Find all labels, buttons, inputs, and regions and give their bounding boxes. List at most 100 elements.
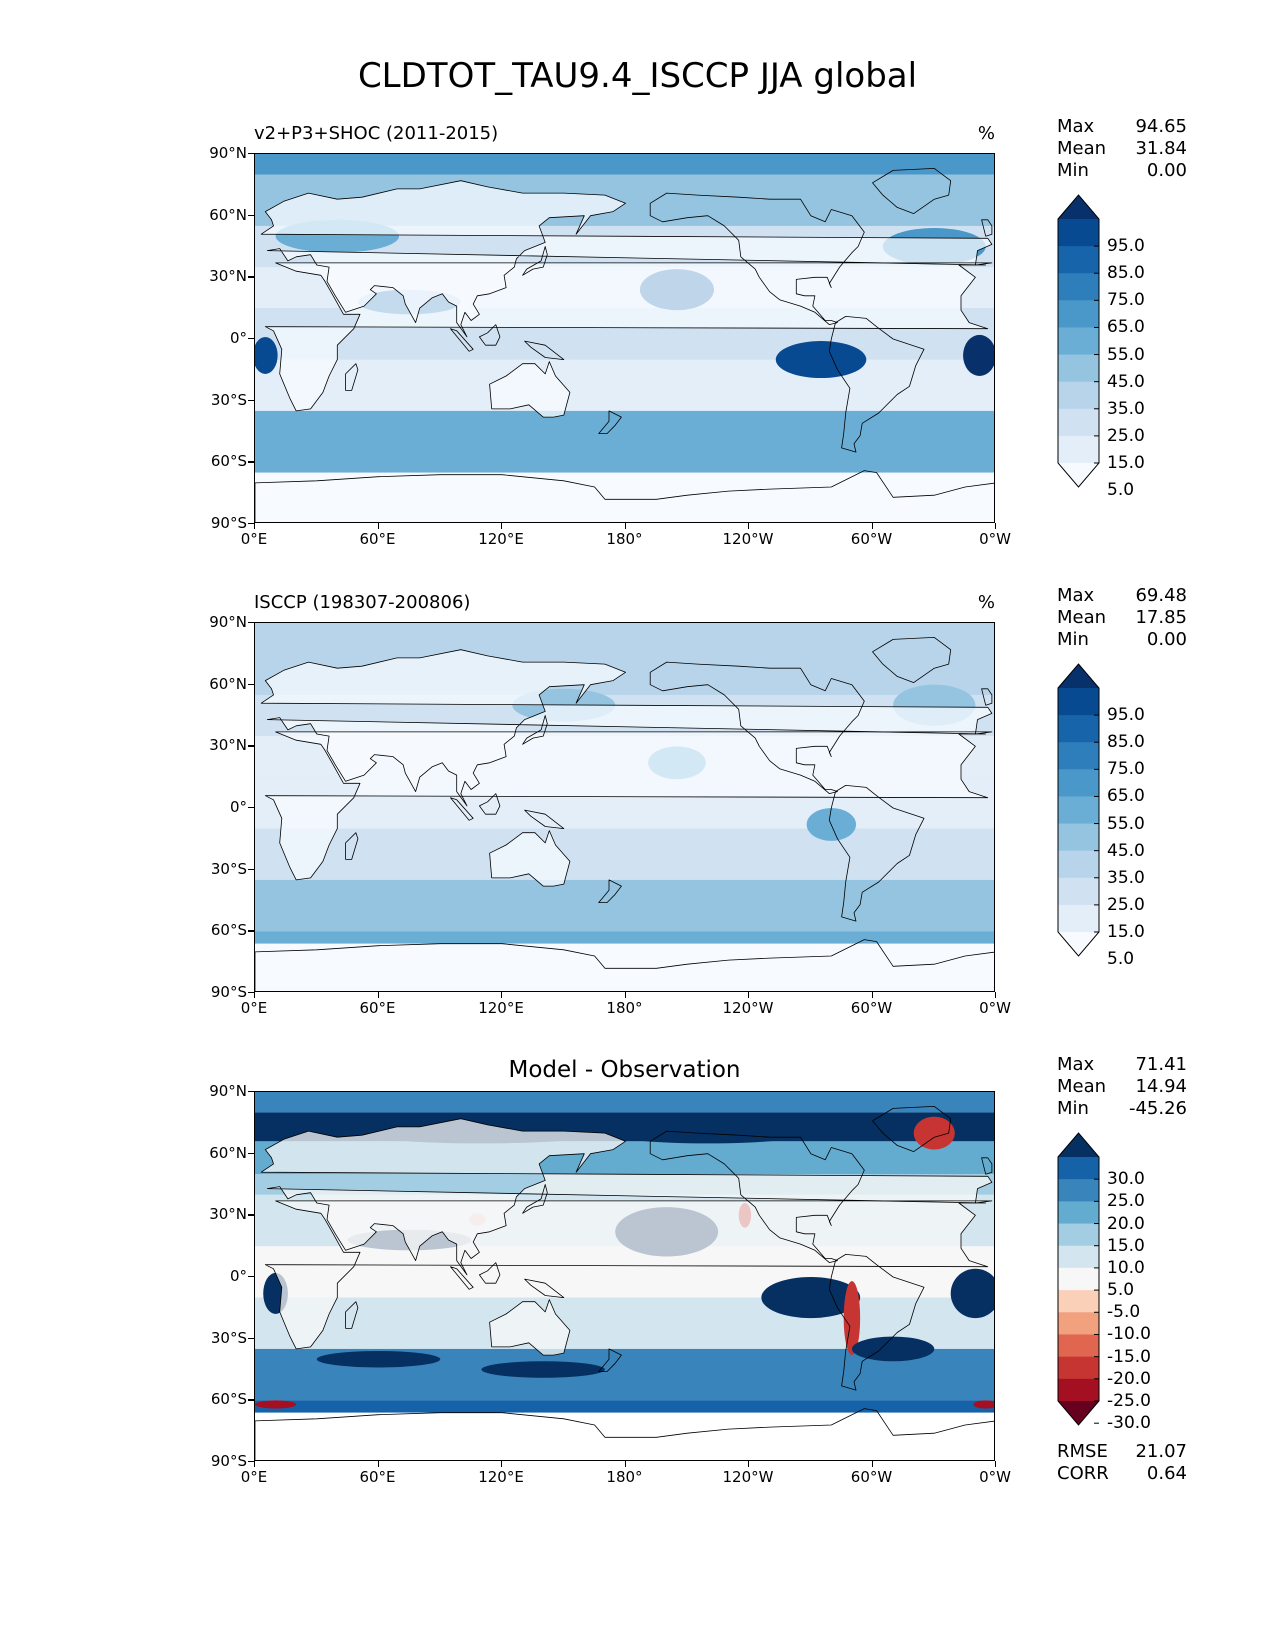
lon-tick-mark: [748, 992, 750, 998]
latitude-band: [255, 472, 994, 522]
latitude-band: [255, 1400, 994, 1413]
colorbar-segment: [1058, 381, 1099, 410]
latitude-band: [255, 623, 994, 644]
lat-tick-label: 0°: [229, 1267, 247, 1285]
lon-tick-label: 0°E: [240, 999, 268, 1017]
lat-tick-label: 30°S: [210, 859, 247, 878]
panel-units: %: [977, 592, 995, 613]
colorbar-tick-label: 45.0: [1107, 371, 1145, 392]
lon-tick-mark: [254, 992, 256, 998]
corr-label: CORR: [1057, 1463, 1109, 1484]
coastline: [345, 832, 359, 860]
lat-tick-mark: [248, 338, 254, 340]
lon-tick-mark: [501, 992, 503, 998]
stat-mean-label: Mean: [1057, 138, 1107, 159]
lat-tick-label: 60°N: [209, 674, 247, 693]
lon-tick-mark: [377, 992, 379, 998]
coastline: [828, 784, 925, 922]
lat-tick-label: 0°: [229, 798, 247, 816]
latitude-band: [255, 1092, 994, 1113]
colorbar-tick-label: 75.0: [1107, 290, 1145, 311]
colorbar-segment: [1058, 327, 1099, 356]
colorbar-segment: [1058, 877, 1099, 906]
coastline: [478, 1262, 501, 1284]
lat-tick-mark: [248, 1461, 254, 1463]
panel-title: v2+P3+SHOC (2011-2015): [254, 123, 499, 144]
colorbar-tick-label: 65.0: [1107, 317, 1145, 338]
coastline: [450, 1266, 474, 1290]
lat-tick-mark: [248, 1276, 254, 1278]
coastline: [524, 809, 565, 830]
colorbar-segment: [1058, 1267, 1099, 1291]
stat-max-value: 94.65: [1135, 116, 1187, 137]
coastline: [981, 219, 993, 237]
stat-max-label: Max: [1057, 585, 1095, 606]
lat-tick-mark: [248, 622, 254, 624]
lat-tick-mark: [248, 399, 254, 401]
lon-tick-mark: [254, 1461, 256, 1467]
lon-tick-mark: [377, 1461, 379, 1467]
colorbar-segment: [1058, 715, 1099, 743]
map-svg: [255, 623, 994, 991]
map-area: [254, 1091, 995, 1461]
lat-tick-label: 30°S: [210, 390, 247, 409]
lat-tick-label: 90°S: [210, 1452, 247, 1470]
colorbar-tick-label: 95.0: [1107, 236, 1145, 257]
coastline: [828, 315, 925, 453]
lon-tick-label: 60°W: [850, 530, 893, 548]
panel-title: ISCCP (198307-200806): [254, 592, 471, 613]
stat-mean-value: 17.85: [1135, 607, 1187, 628]
lat-tick-label: 90°N: [209, 613, 247, 631]
coastline: [598, 879, 622, 904]
latitude-band: [255, 931, 994, 944]
colorbar-tick-label: 85.0: [1107, 263, 1145, 284]
stat-min-value: 0.00: [1146, 160, 1187, 181]
colorbar-tick-label: 5.0: [1107, 949, 1135, 970]
stat-max-value: 69.48: [1135, 585, 1187, 606]
latitude-band: [255, 154, 994, 175]
lat-tick-mark: [248, 276, 254, 278]
coastline: [872, 167, 952, 214]
coastline: [872, 1105, 952, 1152]
lat-tick-mark: [248, 1399, 254, 1401]
coastline: [260, 180, 993, 338]
land-fill: [261, 649, 992, 806]
coastline: [649, 1130, 865, 1264]
rmse-label: RMSE: [1057, 1441, 1108, 1462]
field-contour: [316, 1351, 441, 1368]
lon-tick-label: 0°E: [240, 530, 268, 548]
stat-min-value: -45.26: [1128, 1098, 1187, 1119]
coastline: [649, 661, 865, 795]
colorbar-tick-label: 5.0: [1107, 1280, 1135, 1301]
land-fill: [261, 180, 992, 337]
colorbar-segment: [1058, 1179, 1099, 1202]
colorbar-extend-min: [1058, 932, 1099, 956]
field-contour: [913, 1116, 955, 1150]
lat-tick-mark: [248, 992, 254, 994]
lat-tick-mark: [248, 868, 254, 870]
colorbar-segment: [1058, 1356, 1099, 1380]
lon-tick-mark: [748, 1461, 750, 1467]
colorbar-tick-label: 35.0: [1107, 398, 1145, 419]
colorbar-tick-label: 25.0: [1107, 425, 1145, 446]
stat-min-label: Min: [1057, 160, 1089, 181]
lat-tick-mark: [248, 930, 254, 932]
colorbar-segment: [1058, 219, 1099, 247]
lat-tick-label: 30°N: [209, 736, 247, 755]
lon-tick-label: 0°W: [979, 1468, 1011, 1486]
lon-tick-label: 60°E: [359, 530, 396, 548]
coastline: [649, 192, 865, 326]
lat-tick-label: 60°N: [209, 205, 247, 224]
lon-tick-mark: [995, 523, 997, 529]
colorbar-tick-label: 5.0: [1107, 480, 1135, 501]
lon-tick-label: 60°E: [359, 999, 396, 1017]
latitude-band: [255, 828, 994, 880]
coastline: [478, 793, 501, 815]
stats-box-difference: Max 71.41 Mean 14.94 Min -45.26: [1057, 1054, 1187, 1120]
lon-tick-label: 120°W: [722, 999, 774, 1017]
stats-box-observation: Max 69.48 Mean 17.85 Min 0.00: [1057, 585, 1187, 651]
colorbar-extend-max: [1058, 664, 1099, 688]
colorbar-tick-label: 20.0: [1107, 1213, 1145, 1234]
colorbar-tick-label: -25.0: [1107, 1391, 1151, 1411]
lon-tick-label: 120°E: [478, 530, 524, 548]
